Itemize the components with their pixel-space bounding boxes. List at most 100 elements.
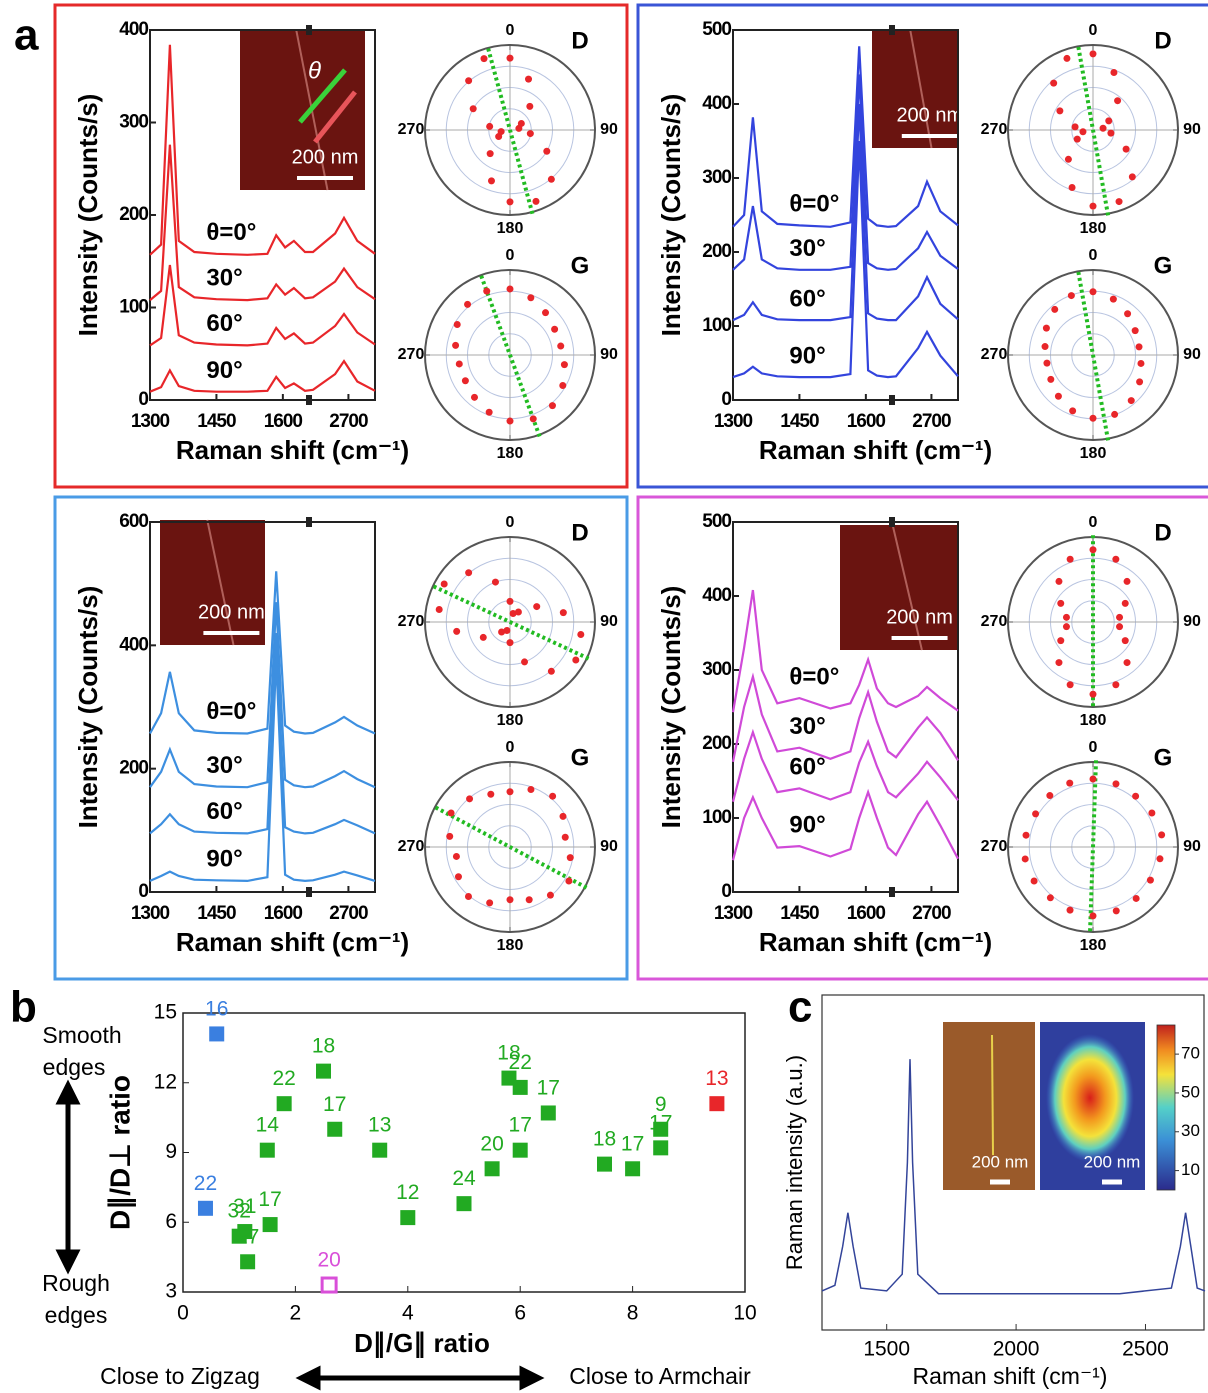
polar-point — [1055, 577, 1063, 585]
point-label: 17 — [509, 1114, 532, 1137]
theta-tick-label: 180 — [1080, 937, 1107, 954]
inset-image — [160, 520, 265, 645]
theta-tick-label: 270 — [981, 121, 1008, 138]
polar-point — [479, 633, 487, 641]
point-label: 22 — [272, 1067, 295, 1090]
y-tick-label: 3 — [165, 1280, 177, 1303]
polar-point — [559, 609, 567, 617]
polar-point — [1064, 155, 1072, 163]
point-label: 20 — [317, 1249, 340, 1272]
x-tick-label: 1300 — [131, 411, 170, 432]
polar-point — [559, 381, 567, 389]
theta-tick-label: 90 — [600, 838, 618, 855]
spectrum-line — [149, 144, 376, 302]
curve-label: 90° — [206, 357, 242, 384]
scatter-point — [327, 1121, 343, 1137]
scatter-point — [237, 1224, 253, 1240]
polar-point — [447, 809, 455, 817]
inset-scale-label: 200 nm — [1084, 1152, 1141, 1171]
polar-point — [1156, 855, 1164, 863]
colorbar-tick-label: 30 — [1181, 1121, 1200, 1140]
polar-point — [1042, 324, 1050, 332]
curve-label: 60° — [206, 798, 242, 825]
polar-point — [532, 197, 540, 205]
polar-point — [1047, 375, 1055, 383]
polar-point — [1046, 894, 1054, 902]
polar-point — [543, 147, 551, 155]
theta-tick-label: 180 — [497, 445, 524, 462]
fit-line — [1075, 44, 1111, 216]
polar-point — [529, 415, 537, 423]
theta-tick-label: 0 — [1089, 739, 1098, 756]
scatter-point — [316, 1063, 331, 1079]
x-tick-label: 1300 — [714, 411, 753, 432]
inset-image — [840, 525, 957, 650]
polar-point — [1109, 295, 1117, 303]
polar-point — [465, 569, 473, 577]
y-axis-label: D∥/D⊥ ratio — [104, 1075, 136, 1230]
colorbar-tick-label: 10 — [1181, 1160, 1200, 1179]
polar-point — [454, 873, 462, 881]
curve-label: 30° — [789, 235, 825, 262]
x-axis-label: Raman shift (cm⁻¹) — [913, 1363, 1108, 1389]
polar-point — [461, 377, 469, 385]
curve-label: θ=0° — [206, 698, 256, 725]
scatter-point — [320, 1276, 338, 1294]
point-label: 17 — [258, 1188, 281, 1211]
spectrum-line — [732, 140, 959, 379]
y-tick-label: 0 — [138, 389, 148, 410]
fit-line — [485, 45, 535, 215]
axis-break — [889, 395, 895, 405]
polar-point — [491, 578, 499, 586]
point-label: 9 — [655, 1093, 667, 1116]
theta-tick-label: 90 — [600, 121, 618, 138]
point-label: 17 — [621, 1132, 644, 1155]
polar-point — [1089, 50, 1097, 58]
polar-point — [557, 342, 565, 350]
x-tick-label: 1450 — [780, 903, 819, 924]
y-tick-label: 400 — [702, 93, 731, 114]
theta-tick-label: 90 — [600, 613, 618, 630]
point-label: 18 — [312, 1035, 335, 1058]
polar-point — [1110, 68, 1118, 76]
polar-point — [1051, 305, 1059, 313]
polar-point — [1148, 809, 1156, 817]
polar-point — [1089, 288, 1097, 296]
polar-point — [515, 124, 523, 132]
scatter-point — [501, 1070, 517, 1086]
y-tick-label: 500 — [702, 511, 731, 532]
x-tick-label: 1450 — [197, 411, 236, 432]
polar-point — [509, 610, 517, 618]
spectrum-line — [731, 672, 959, 763]
panel-label: a — [14, 11, 39, 60]
polar-point — [565, 877, 573, 885]
nanoribbon — [991, 1034, 994, 1156]
x-axis-label: D∥/G∥ ratio — [354, 1328, 490, 1359]
polar-point — [1089, 775, 1097, 783]
y-tick-label: 0 — [721, 881, 731, 902]
point-label: 17 — [537, 1077, 560, 1100]
y-tick-label: 200 — [702, 733, 731, 754]
polar-point — [498, 628, 506, 636]
polar-point — [1132, 894, 1140, 902]
curve-label: θ=0° — [789, 191, 839, 218]
x-axis-label: Raman shift (cm⁻¹) — [759, 927, 992, 957]
point-label: 18 — [593, 1128, 616, 1151]
polar-title: G — [1154, 252, 1173, 279]
polar-point — [527, 785, 535, 793]
point-label: 13 — [705, 1067, 728, 1090]
axis-break — [889, 517, 895, 527]
polar-point — [506, 788, 514, 796]
x-axis-label: Raman shift (cm⁻¹) — [176, 435, 409, 465]
scatter-point — [709, 1096, 725, 1112]
polar-point — [1073, 135, 1081, 143]
polar-point — [466, 795, 474, 803]
point-label: 22 — [194, 1172, 217, 1195]
curve-label: 90° — [789, 811, 825, 838]
point-label: 14 — [256, 1114, 280, 1137]
polar-point — [446, 832, 454, 840]
polar-point — [1071, 123, 1079, 131]
theta-tick-label: 0 — [1089, 514, 1098, 531]
axis-break — [306, 517, 312, 527]
